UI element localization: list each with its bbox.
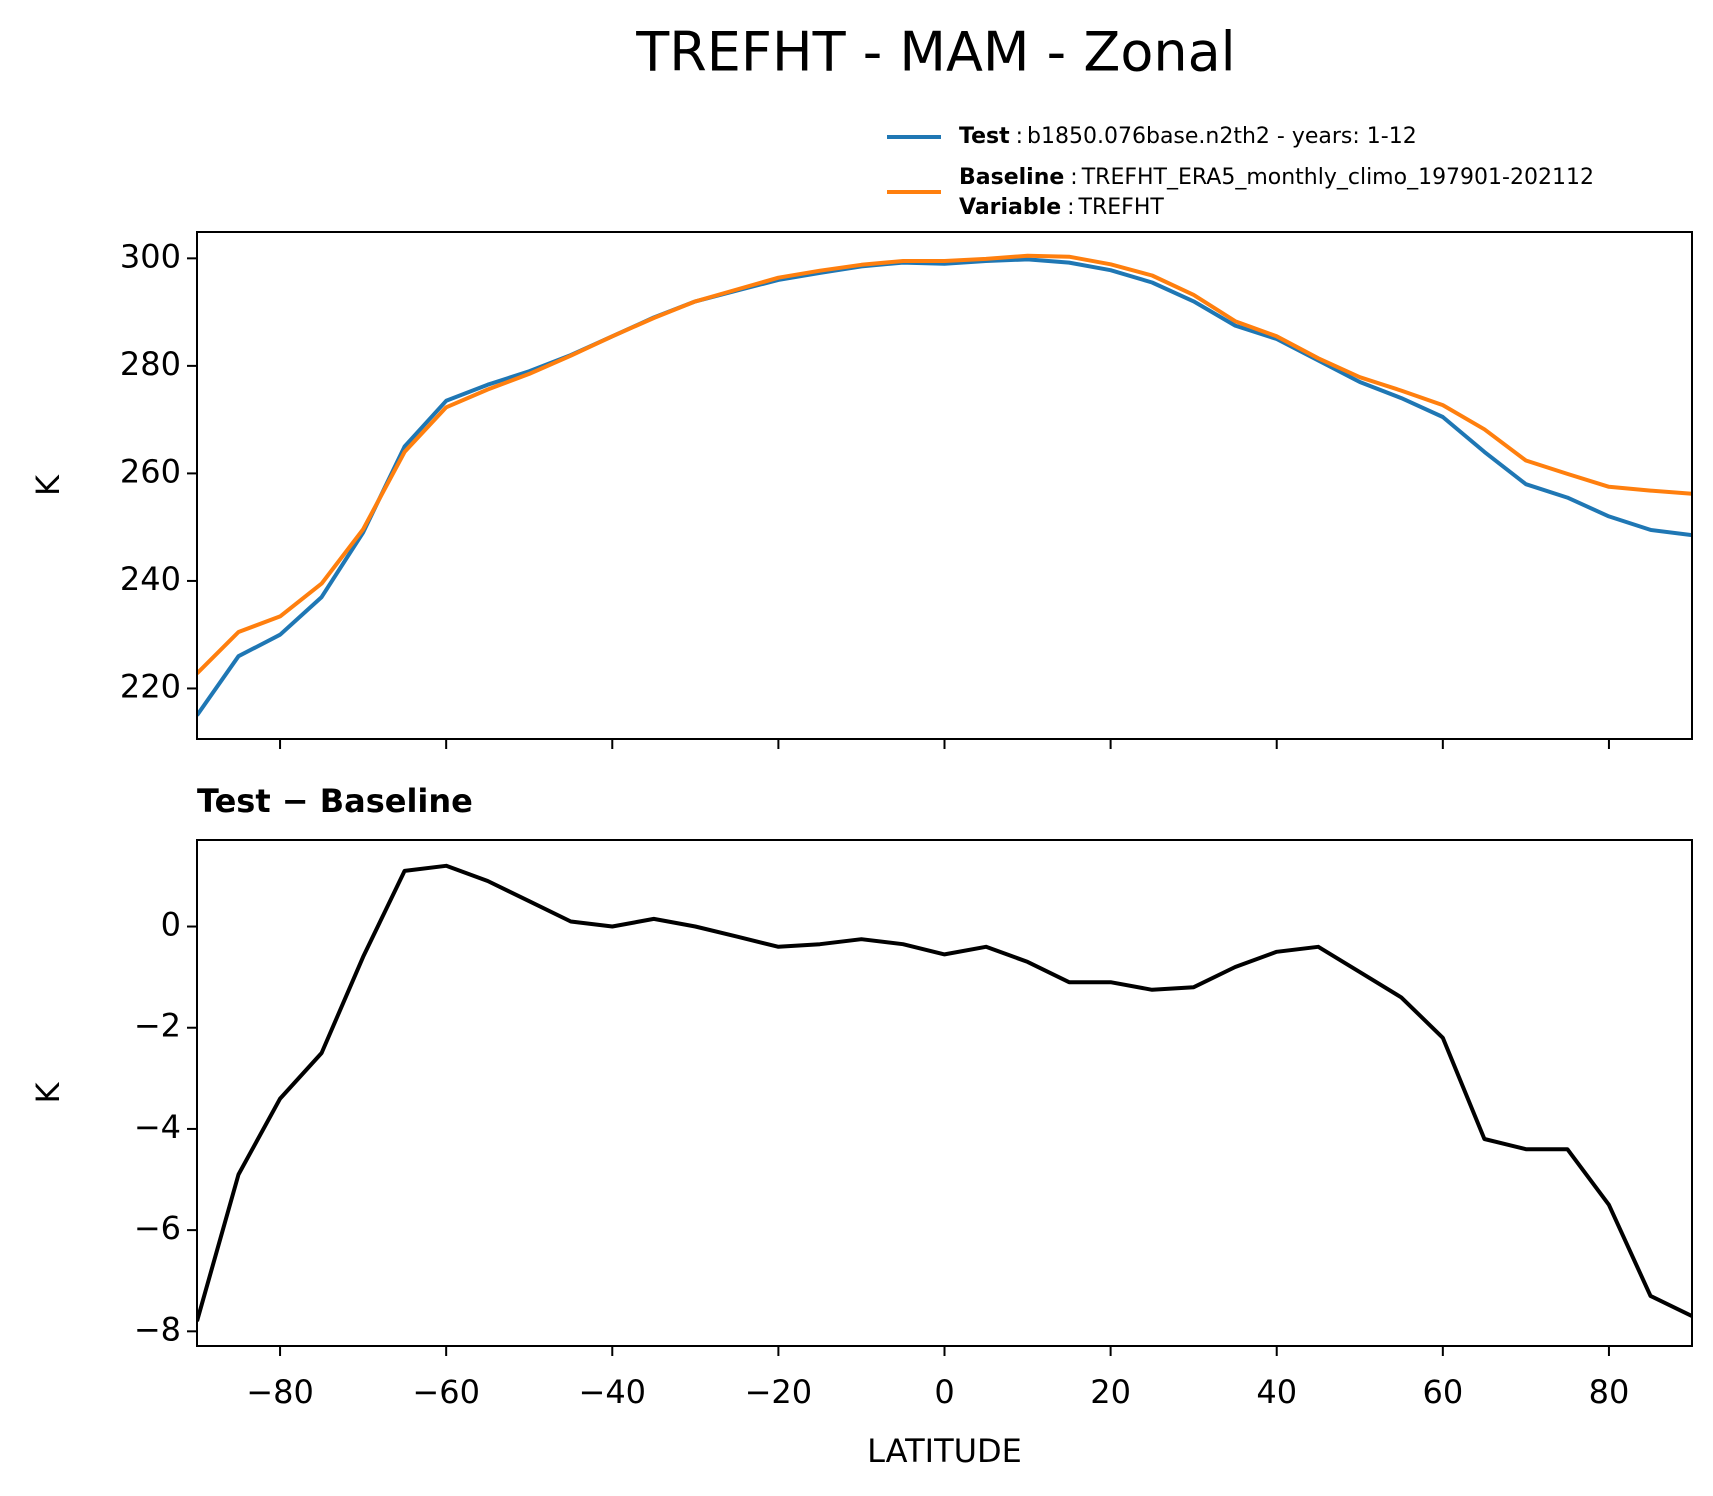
y-tick-label: 280 bbox=[120, 345, 181, 383]
legend-name: Baseline bbox=[959, 165, 1064, 190]
legend-name: Variable bbox=[959, 195, 1061, 220]
data-line bbox=[197, 863, 1692, 1322]
x-axis-label: LATITUDE bbox=[867, 1432, 1022, 1470]
y-tick-label: −8 bbox=[134, 1310, 181, 1348]
y-tick-label: −6 bbox=[134, 1209, 181, 1247]
legend-label: b1850.076base.n2th2 - years: 1-12 bbox=[1027, 124, 1417, 149]
x-tick-label: −80 bbox=[246, 1373, 314, 1411]
y-axis-label: K bbox=[29, 1081, 67, 1103]
y-tick-label: 0 bbox=[161, 906, 181, 944]
x-tick-label: 0 bbox=[934, 1373, 954, 1411]
axes-frame bbox=[196, 839, 1693, 1347]
y-tick-label: −2 bbox=[134, 1007, 181, 1045]
y-tick-label: 300 bbox=[120, 237, 181, 275]
figure-title: TREFHT - MAM - Zonal bbox=[635, 21, 1235, 84]
x-tick-label: 80 bbox=[1589, 1373, 1630, 1411]
x-tick-label: −20 bbox=[745, 1373, 813, 1411]
axes-frame bbox=[196, 231, 1693, 740]
x-tick-label: −40 bbox=[579, 1373, 647, 1411]
legend-label: TREFHT bbox=[1078, 195, 1165, 220]
x-tick-label: 20 bbox=[1090, 1373, 1131, 1411]
data-line bbox=[197, 257, 1692, 717]
legend-separator: : bbox=[1016, 124, 1023, 149]
y-tick-label: −4 bbox=[134, 1108, 181, 1146]
y-tick-label: 220 bbox=[120, 667, 181, 705]
x-tick-label: 40 bbox=[1256, 1373, 1297, 1411]
y-axis-label: K bbox=[29, 474, 67, 496]
legend-separator: : bbox=[1070, 165, 1077, 190]
legend-entry: Test: b1850.076base.n2th2 - years: 1-12 bbox=[959, 124, 1417, 149]
y-tick-label: 260 bbox=[120, 452, 181, 490]
legend-entry: Baseline: TREFHT_ERA5_monthly_climo_19790… bbox=[959, 165, 1594, 190]
x-tick-label: −60 bbox=[412, 1373, 480, 1411]
legend-name: Test bbox=[959, 124, 1010, 149]
subplot-title: Test − Baseline bbox=[197, 782, 473, 820]
x-tick-label: 60 bbox=[1422, 1373, 1463, 1411]
y-tick-label: 240 bbox=[120, 560, 181, 598]
legend-entry: Variable: TREFHT bbox=[959, 195, 1164, 220]
legend-separator: : bbox=[1067, 195, 1074, 220]
legend-label: TREFHT_ERA5_monthly_climo_197901-202112 bbox=[1081, 165, 1594, 190]
data-line bbox=[197, 253, 1692, 675]
